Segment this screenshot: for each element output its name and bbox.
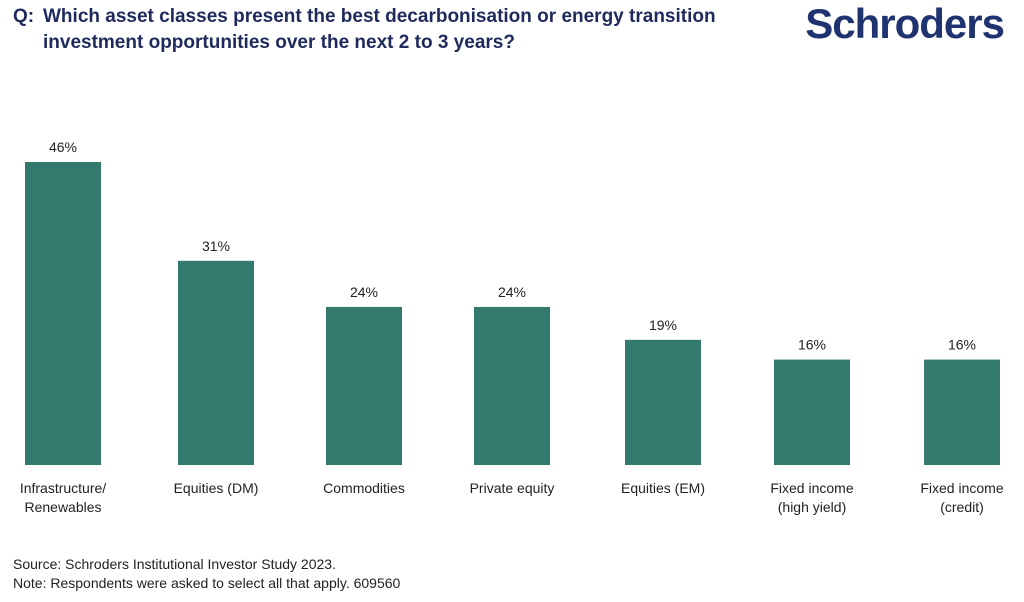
bar-3 — [474, 306, 550, 465]
value-label-1: 31% — [202, 238, 230, 254]
question-text: Which asset classes present the best dec… — [43, 6, 716, 53]
value-label-0: 46% — [49, 139, 77, 155]
bar-4 — [625, 339, 701, 465]
value-label-4: 19% — [649, 317, 677, 333]
bar-5 — [774, 359, 850, 465]
question-title: Q: Which asset classes present the best … — [13, 4, 733, 56]
footer: Source: Schroders Institutional Investor… — [13, 555, 400, 593]
respondents-note: Note: Respondents were asked to select a… — [13, 575, 401, 591]
category-label-3: Private equity — [470, 480, 555, 496]
value-label-3: 24% — [498, 284, 526, 300]
schroders-logo: Schroders — [805, 0, 1005, 47]
source-note: Source: Schroders Institutional Investor… — [13, 556, 336, 572]
value-label-6: 16% — [948, 337, 976, 353]
category-label-2: Commodities — [323, 480, 405, 496]
value-label-2: 24% — [350, 284, 378, 300]
category-label-5: Fixed income (high yield) — [770, 480, 853, 515]
bar-0 — [25, 162, 101, 465]
category-label-0: Infrastructure/Renewables — [20, 480, 106, 515]
bar-2 — [326, 306, 402, 465]
category-label-1: Equities (DM) — [174, 480, 259, 496]
value-label-5: 16% — [798, 337, 826, 353]
bar-1 — [178, 260, 254, 465]
category-label-4: Equities (EM) — [621, 480, 705, 496]
category-label-6: Fixed income (credit) — [920, 480, 1003, 515]
question-prefix: Q: — [13, 6, 35, 27]
bar-chart: 46% Infrastructure/Renewables 31% Equities … — [20, 139, 1004, 515]
bar-6 — [924, 359, 1000, 465]
